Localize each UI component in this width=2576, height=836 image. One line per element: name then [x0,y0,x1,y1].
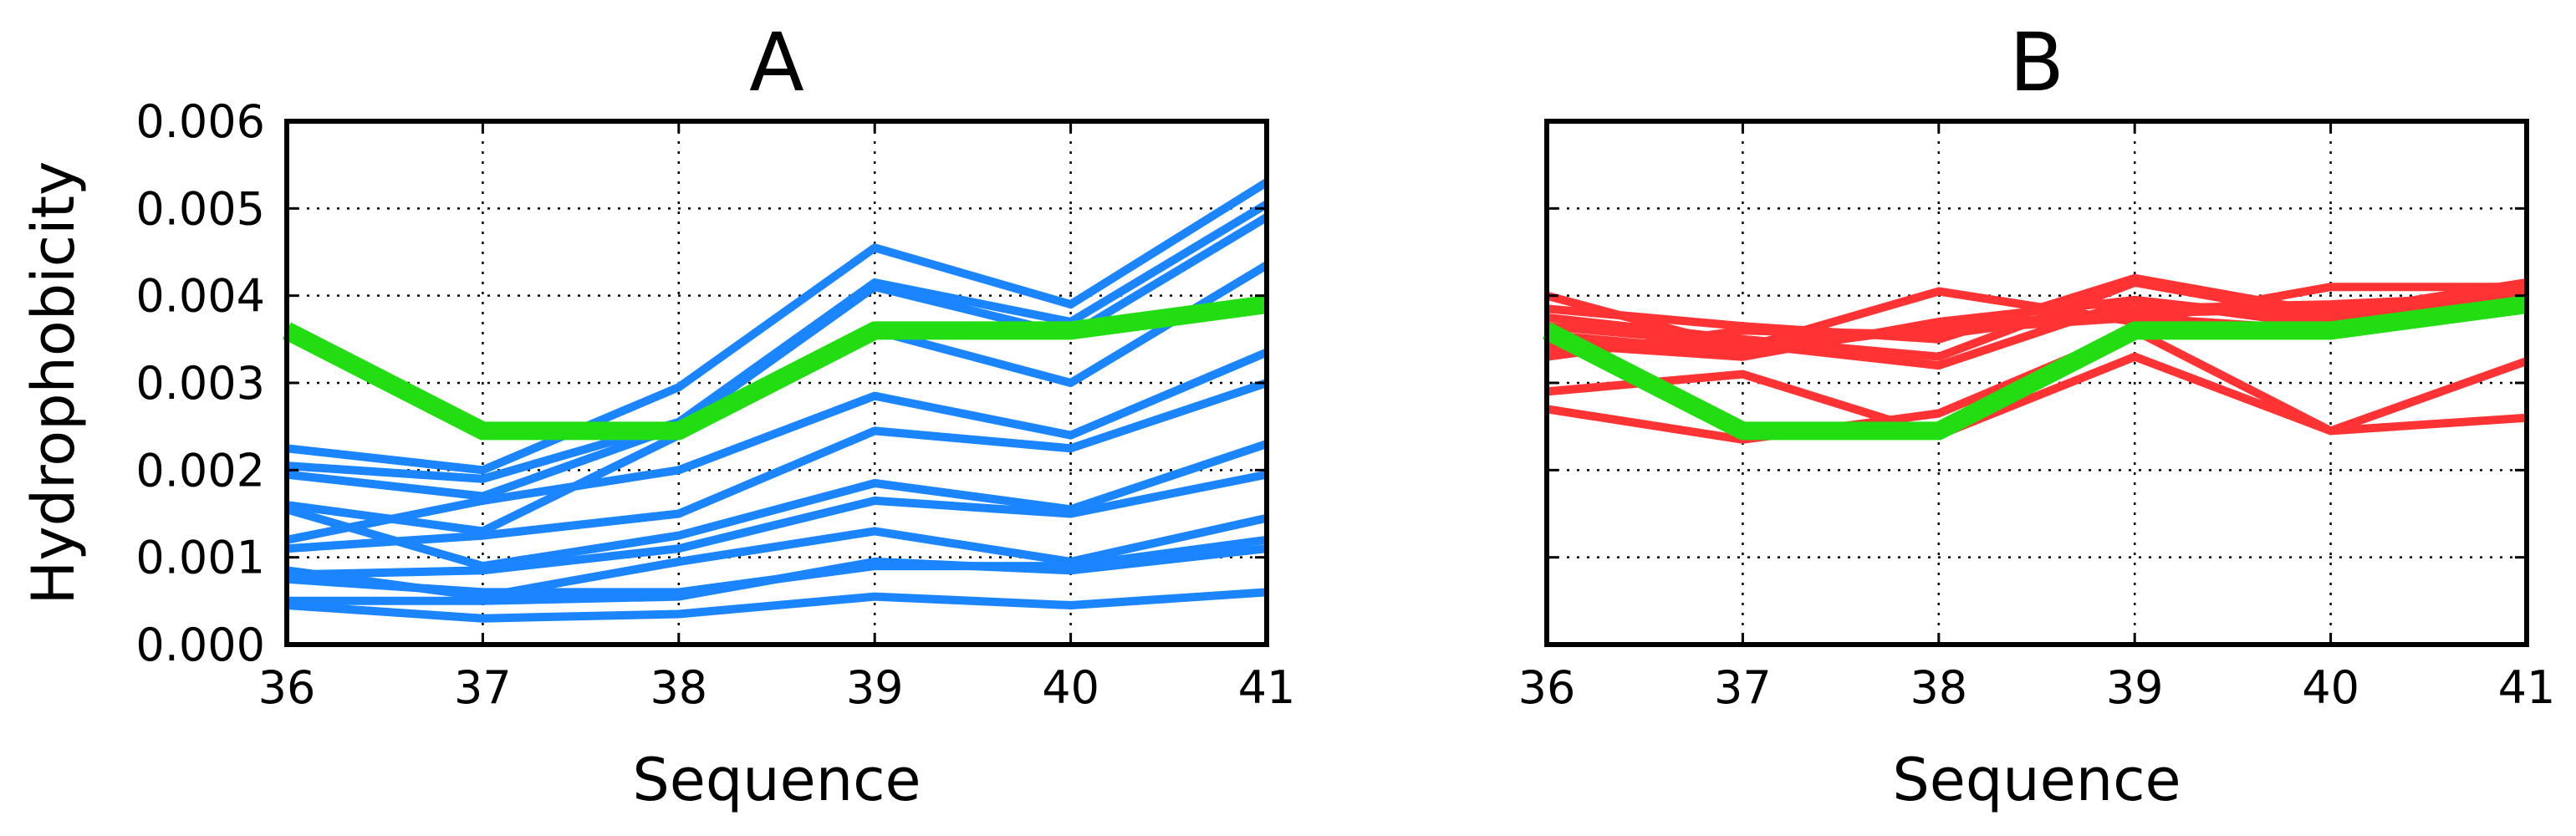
panel-a-series-line-7 [285,440,1268,571]
panel-a-series [285,178,1269,623]
panel-a-x-axis-label: Sequence [632,746,921,814]
panel-b-title: B [2009,16,2064,110]
panel-a: A 36 37 38 39 40 41 0.000 0.001 0.002 0.003 0.004… [19,16,1295,814]
panel-a-x-tick-label: 36 [258,661,316,714]
panel-a-y-tick-label: 0.004 [135,270,265,323]
panel-a-series-line-3 [286,213,1269,501]
panel-a-x-tick-label: 39 [846,661,904,714]
panel-b-x-tick-label: 39 [2106,661,2164,714]
panel-a-series-line-6 [286,379,1268,553]
panel-a-highlight-line [282,295,1268,441]
panel-a-y-tick-label: 0.005 [135,182,265,235]
panel-a-y-tick-label: 0.003 [135,357,265,410]
panel-b-x-tick-label: 36 [1518,661,1576,714]
panel-a-series-line-11 [287,544,1268,605]
panel-b-ticks [1545,120,2528,646]
panel-a-ticks [285,120,1268,646]
panel-a-series-line-5 [286,348,1268,544]
panel-b-highlight [1542,295,2528,441]
panel-b-x-tick-label: 41 [2498,661,2556,714]
panel-a-x-tick-labels: 36 37 38 39 40 41 [258,661,1296,714]
panel-b-x-tick-label: 38 [1910,661,1967,714]
panel-a-y-tick-label: 0.001 [135,532,265,584]
panel-a-y-tick-label: 0.000 [135,619,265,671]
panel-a-x-tick-label: 40 [1042,661,1099,714]
panel-a-y-tick-label: 0.002 [135,444,265,497]
panel-a-series-line-12 [286,588,1268,623]
panel-b-x-tick-labels: 36 37 38 39 40 41 [1518,661,2556,714]
panel-a-x-tick-label: 37 [454,661,512,714]
panel-a-highlight [282,295,1268,441]
panel-a-series-line-1 [286,178,1269,475]
panel-b-series-line-9 [1546,352,2528,440]
panel-a-series-line-8 [286,470,1268,579]
panel-a-x-tick-label: 38 [650,661,707,714]
panel-b: B 36 37 38 39 40 41 Sequence [1518,16,2556,814]
panel-a-y-axis-label: Hydrophobicity [19,161,88,605]
panel-b-grid [1547,121,2527,645]
panel-a-title: A [749,16,804,110]
panel-a-y-tick-labels: 0.000 0.001 0.002 0.003 0.004 0.005 0.006 [135,95,265,671]
panel-b-x-tick-label: 37 [1714,661,1772,714]
panel-b-highlight-line [1542,295,2528,441]
panel-b-series [1545,273,2528,444]
panel-b-x-axis-label: Sequence [1892,746,2181,814]
panel-a-x-tick-label: 41 [1238,661,1296,714]
panel-b-x-tick-label: 40 [2302,661,2359,714]
panel-b-series-line-8 [1546,291,2528,361]
panel-a-y-tick-label: 0.006 [135,95,265,148]
